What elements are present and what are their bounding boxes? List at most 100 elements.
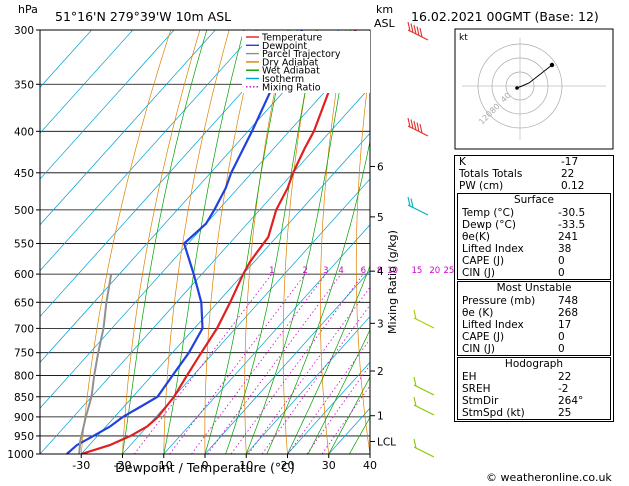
table-row: θe (K) 268 bbox=[458, 307, 610, 319]
km-tick-label: 4 bbox=[377, 266, 384, 278]
wind-barbs bbox=[407, 21, 435, 458]
mixing-ratio-labels: 1 2 3 4 6 8 10 15 20 25 bbox=[269, 266, 454, 276]
mixing-ratio-label: 10 bbox=[387, 266, 398, 276]
mixing-ratio-label: 15 bbox=[411, 266, 422, 276]
isotherm-line bbox=[287, 361, 370, 454]
surface-title: Surface bbox=[513, 194, 554, 206]
isotherm-line bbox=[40, 30, 299, 318]
wet-adiabat bbox=[163, 30, 245, 454]
pressure-tick-label: 700 bbox=[14, 323, 34, 335]
legend-entry: Dewpoint bbox=[262, 41, 307, 52]
wet-adiabat bbox=[245, 30, 351, 454]
pressure-tick-label: 650 bbox=[14, 297, 34, 309]
table-row: θe(K) 241 bbox=[458, 231, 610, 243]
indices-panel: K -17 Totals Totals 22 PW (cm) 0.12 Surface T… bbox=[454, 155, 614, 422]
row-value: 268 bbox=[558, 307, 579, 319]
row-label: Lifted Index bbox=[462, 319, 524, 331]
isotherm-line bbox=[245, 315, 370, 454]
wet-adiabat bbox=[225, 30, 318, 454]
wind-barb bbox=[407, 21, 429, 41]
wet-adiabat bbox=[122, 30, 208, 454]
wind-barb bbox=[413, 309, 435, 329]
km-tick-label: 1 bbox=[377, 411, 384, 423]
table-row: Lifted Index 17 bbox=[458, 319, 610, 331]
wind-barb bbox=[407, 117, 429, 137]
isotherm-line bbox=[40, 30, 175, 180]
pressure-tick-label: 850 bbox=[14, 392, 34, 404]
isotherm-line bbox=[40, 30, 134, 134]
location-title: 51°16'N 279°39'W 10m ASL bbox=[55, 9, 231, 24]
pressure-tick-label: 950 bbox=[14, 431, 34, 443]
row-value: -17 bbox=[561, 156, 579, 168]
mixing-ratio-label: 3 bbox=[323, 266, 328, 276]
wind-barb bbox=[407, 196, 429, 216]
row-label: CIN (J) bbox=[462, 343, 495, 355]
wet-adiabat bbox=[204, 30, 290, 454]
row-label: Lifted Index bbox=[462, 243, 524, 255]
pressure-tick-label: 1000 bbox=[7, 449, 34, 461]
table-row: Pressure (mb) 748 bbox=[458, 295, 610, 307]
km-tick-label: 6 bbox=[377, 161, 384, 173]
isotherm-line bbox=[80, 132, 370, 454]
copyright-text: © weatheronline.co.uk bbox=[486, 471, 612, 484]
hodograph-table-title: Hodograph bbox=[504, 358, 564, 370]
pressure-tick-label: 300 bbox=[14, 25, 34, 37]
x-axis-label: Dewpoint / Temperature (°C) bbox=[115, 460, 294, 475]
asl-label: ASL bbox=[374, 17, 396, 30]
km-axis: 6 5 4 3 2 1 LCL bbox=[370, 161, 396, 448]
dry-adiabat bbox=[80, 30, 172, 454]
temperature-tick-label: -10 bbox=[155, 459, 173, 472]
dry-adiabat bbox=[355, 63, 370, 454]
table-row: EH 22 bbox=[458, 371, 610, 383]
temperature-tick-label: 30 bbox=[322, 459, 336, 472]
row-value: 748 bbox=[558, 295, 579, 307]
legend-entry: Dry Adiabat bbox=[262, 57, 319, 68]
row-label: CAPE (J) bbox=[462, 331, 505, 343]
mixing-ratio-line bbox=[306, 364, 370, 454]
isotherm-line bbox=[40, 30, 257, 272]
series-line-temperature bbox=[80, 30, 357, 454]
mixing-ratio-axis-label: Mixing Ratio (g/kg) bbox=[386, 230, 399, 334]
mixing-ratio-line bbox=[133, 273, 273, 454]
mixing-ratio-line bbox=[191, 273, 327, 454]
hodograph-trace bbox=[516, 64, 553, 89]
row-label: K bbox=[459, 156, 466, 168]
mixing-ratio-line bbox=[169, 273, 306, 454]
mixing-ratio-line bbox=[230, 273, 364, 454]
km-tick-label: 3 bbox=[377, 318, 384, 330]
row-value: 0 bbox=[558, 343, 565, 355]
row-label: StmDir bbox=[462, 395, 499, 407]
background-lines bbox=[40, 30, 370, 454]
temperature-tick-label: 40 bbox=[363, 459, 377, 472]
wet-adiabat bbox=[307, 329, 370, 454]
mixing-ratio-label: 2 bbox=[303, 266, 308, 276]
most-unstable-section: Most Unstable Pressure (mb) 748 θe (K) 268 L… bbox=[457, 281, 611, 356]
isotherm-line bbox=[163, 224, 370, 454]
mixing-ratio-label: 1 bbox=[269, 266, 274, 276]
mixing-ratio-line bbox=[261, 304, 370, 454]
isotherm-line bbox=[40, 30, 340, 363]
isotherm-line bbox=[204, 270, 370, 454]
mixing-ratio-label: 6 bbox=[361, 266, 366, 276]
row-value: -33.5 bbox=[558, 219, 586, 231]
temperature-tick-label: 10 bbox=[239, 459, 253, 472]
pressure-tick-label: 500 bbox=[14, 205, 34, 217]
isotherm-line bbox=[40, 40, 370, 409]
km-label: km bbox=[376, 3, 393, 16]
table-row: Totals Totals 22 bbox=[455, 168, 613, 180]
plot-frame bbox=[39, 29, 371, 455]
row-label: Pressure (mb) bbox=[462, 295, 536, 307]
legend-entry: Parcel Trajectory bbox=[262, 49, 341, 60]
row-value: 38 bbox=[558, 243, 572, 255]
profile-lines bbox=[66, 30, 357, 454]
hpa-label: hPa bbox=[18, 3, 38, 16]
row-value: 264° bbox=[558, 395, 584, 407]
temperature-tick-label: 20 bbox=[281, 459, 295, 472]
surface-section: Surface Temp (°C) -30.5 Dewp (°C) -33.5 θe(K… bbox=[457, 193, 611, 280]
series-line-dewpoint bbox=[66, 30, 303, 454]
table-row: Lifted Index 38 bbox=[458, 243, 610, 255]
table-row: CIN (J) 0 bbox=[458, 343, 610, 355]
row-value: -30.5 bbox=[558, 207, 586, 219]
dry-adiabat bbox=[319, 30, 347, 454]
